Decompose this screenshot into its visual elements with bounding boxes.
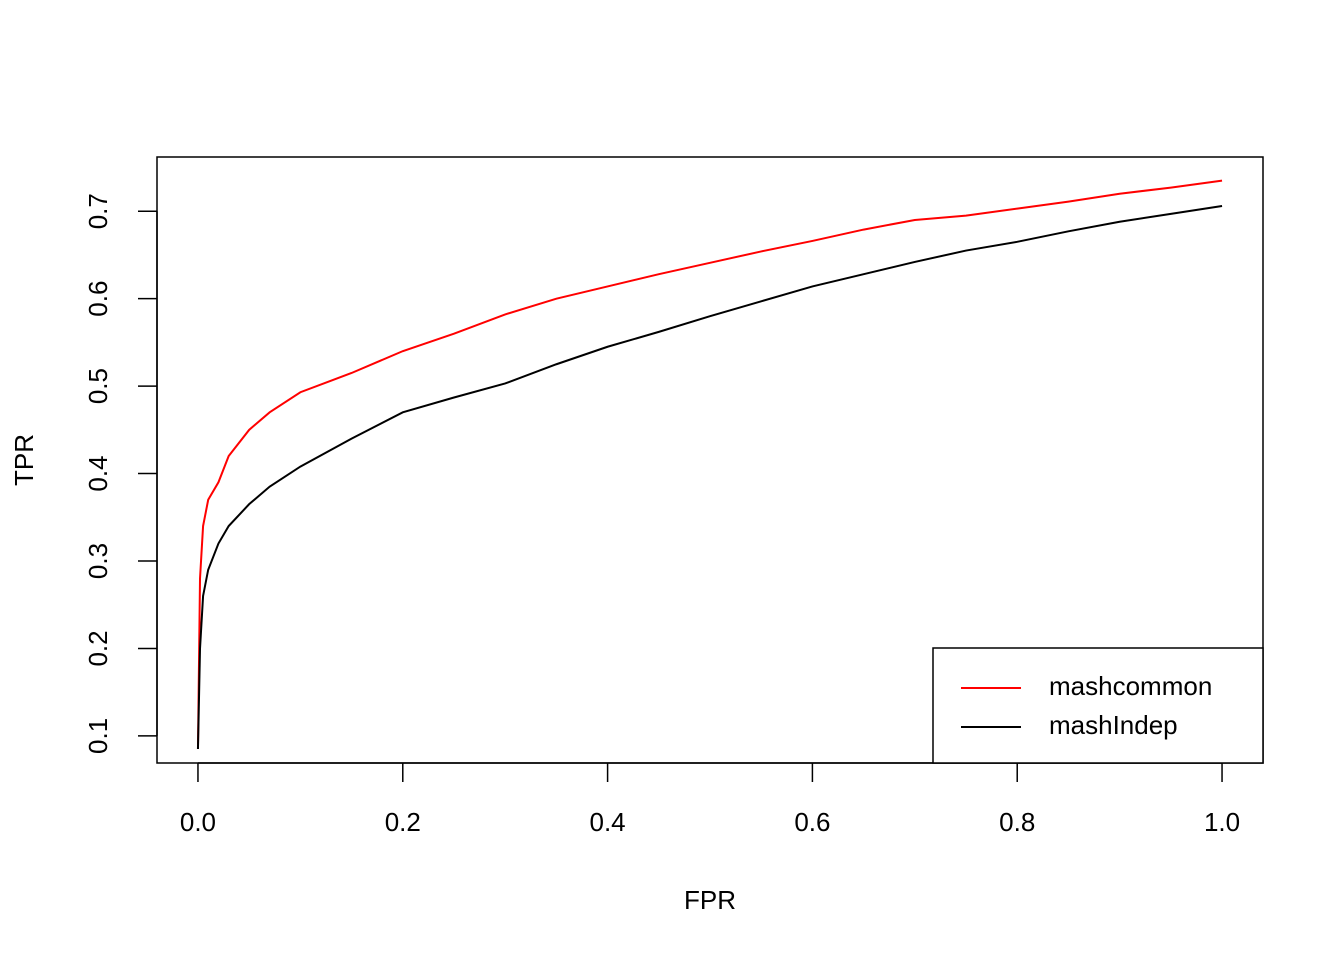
x-tick-label: 0.2 [385, 807, 421, 837]
x-tick-label: 0.8 [999, 807, 1035, 837]
x-tick-label: 1.0 [1204, 807, 1240, 837]
y-tick-label: 0.1 [83, 718, 113, 754]
legend-label: mashcommon [1049, 671, 1212, 701]
y-tick-label: 0.5 [83, 368, 113, 404]
y-tick-label: 0.4 [83, 455, 113, 491]
series-line [196, 204, 1223, 750]
x-tick-label: 0.0 [180, 807, 216, 837]
y-axis-label: TPR [9, 434, 39, 486]
x-tick-label: 0.4 [590, 807, 626, 837]
y-tick-label: 0.7 [83, 193, 113, 229]
y-tick-label: 0.2 [83, 630, 113, 666]
legend-label: mashIndep [1049, 710, 1178, 740]
legend-box [932, 647, 1264, 764]
y-tick-label: 0.3 [83, 543, 113, 579]
series-line [196, 179, 1223, 750]
x-tick-label: 0.6 [794, 807, 830, 837]
y-tick-label: 0.6 [83, 281, 113, 317]
x-axis-label: FPR [684, 885, 736, 915]
